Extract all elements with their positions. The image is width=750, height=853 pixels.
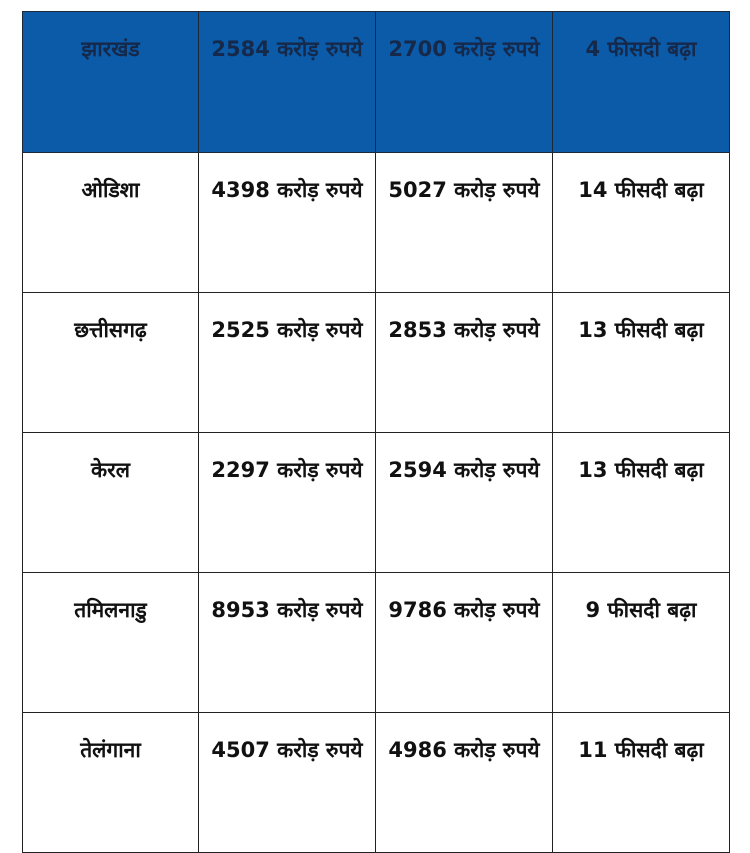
- previous-amount-cell: 2525 करोड़ रुपये: [198, 292, 376, 433]
- current-amount-cell: 2700 करोड़ रुपये: [375, 11, 553, 153]
- growth-cell: 13 फीसदी बढ़ा: [552, 432, 730, 573]
- growth-cell: 13 फीसदी बढ़ा: [552, 292, 730, 433]
- state-cell: केरल: [22, 432, 199, 573]
- table-header-row: झारखंड 2584 करोड़ रुपये 2700 करोड़ रुपये 4 …: [22, 11, 730, 153]
- current-amount-cell: 5027 करोड़ रुपये: [375, 152, 553, 293]
- current-amount-cell: 4986 करोड़ रुपये: [375, 712, 553, 853]
- growth-cell: 4 फीसदी बढ़ा: [552, 11, 730, 153]
- growth-cell: 11 फीसदी बढ़ा: [552, 712, 730, 853]
- state-cell: छत्तीसगढ़: [22, 292, 199, 433]
- current-amount-cell: 2594 करोड़ रुपये: [375, 432, 553, 573]
- state-cell: ओडिशा: [22, 152, 199, 293]
- table-row: तेलंगाना 4507 करोड़ रुपये 4986 करोड़ रुपये…: [22, 712, 730, 853]
- state-cell: तेलंगाना: [22, 712, 199, 853]
- state-cell: तमिलनाडु: [22, 572, 199, 713]
- table-row: ओडिशा 4398 करोड़ रुपये 5027 करोड़ रुपये 14 …: [22, 152, 730, 293]
- table-row: छत्तीसगढ़ 2525 करोड़ रुपये 2853 करोड़ रुपय…: [22, 292, 730, 433]
- current-amount-cell: 2853 करोड़ रुपये: [375, 292, 553, 433]
- table-row: केरल 2297 करोड़ रुपये 2594 करोड़ रुपये 13 फ…: [22, 432, 730, 573]
- state-revenue-table: झारखंड 2584 करोड़ रुपये 2700 करोड़ रुपये 4 …: [22, 11, 730, 853]
- previous-amount-cell: 2584 करोड़ रुपये: [198, 11, 376, 153]
- growth-cell: 14 फीसदी बढ़ा: [552, 152, 730, 293]
- previous-amount-cell: 8953 करोड़ रुपये: [198, 572, 376, 713]
- growth-cell: 9 फीसदी बढ़ा: [552, 572, 730, 713]
- current-amount-cell: 9786 करोड़ रुपये: [375, 572, 553, 713]
- previous-amount-cell: 4398 करोड़ रुपये: [198, 152, 376, 293]
- table-row: तमिलनाडु 8953 करोड़ रुपये 9786 करोड़ रुपये…: [22, 572, 730, 713]
- previous-amount-cell: 2297 करोड़ रुपये: [198, 432, 376, 573]
- previous-amount-cell: 4507 करोड़ रुपये: [198, 712, 376, 853]
- state-cell: झारखंड: [22, 11, 199, 153]
